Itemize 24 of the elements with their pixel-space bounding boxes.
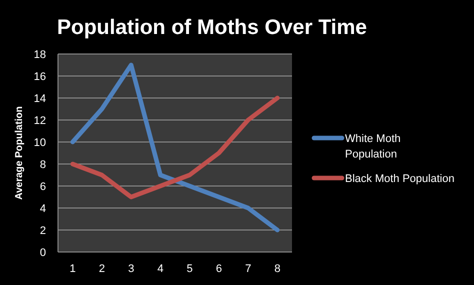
y-tick-label: 8 [40, 158, 46, 171]
y-tick-label: 12 [34, 114, 46, 127]
y-tick-label: 2 [40, 224, 46, 237]
y-tick-label: 16 [34, 70, 46, 83]
line-series [70, 62, 280, 232]
line-series [70, 96, 280, 200]
y-tick-label: 6 [40, 180, 46, 193]
x-tick-label: 1 [70, 263, 76, 275]
x-tick-label: 7 [245, 263, 252, 275]
x-tick-label: 5 [186, 263, 193, 275]
chart-title: Population of Moths Over Time [57, 16, 367, 39]
x-tick-label: 8 [274, 263, 280, 275]
y-tick-label: 0 [40, 246, 46, 259]
y-tick-label: 18 [34, 48, 46, 61]
x-tick-label: 4 [157, 263, 164, 275]
x-tick-label: 2 [98, 263, 105, 275]
y-tick-label: 4 [40, 202, 46, 215]
legend-label: Black Moth Population [345, 172, 454, 185]
y-tick-label: 10 [34, 136, 46, 149]
legend-label: White Moth Population [345, 132, 401, 160]
y-axis-title: Average Population [14, 106, 25, 200]
x-tick-label: 3 [128, 263, 134, 275]
y-tick-label: 14 [34, 92, 46, 105]
x-tick-label: 6 [216, 263, 222, 275]
